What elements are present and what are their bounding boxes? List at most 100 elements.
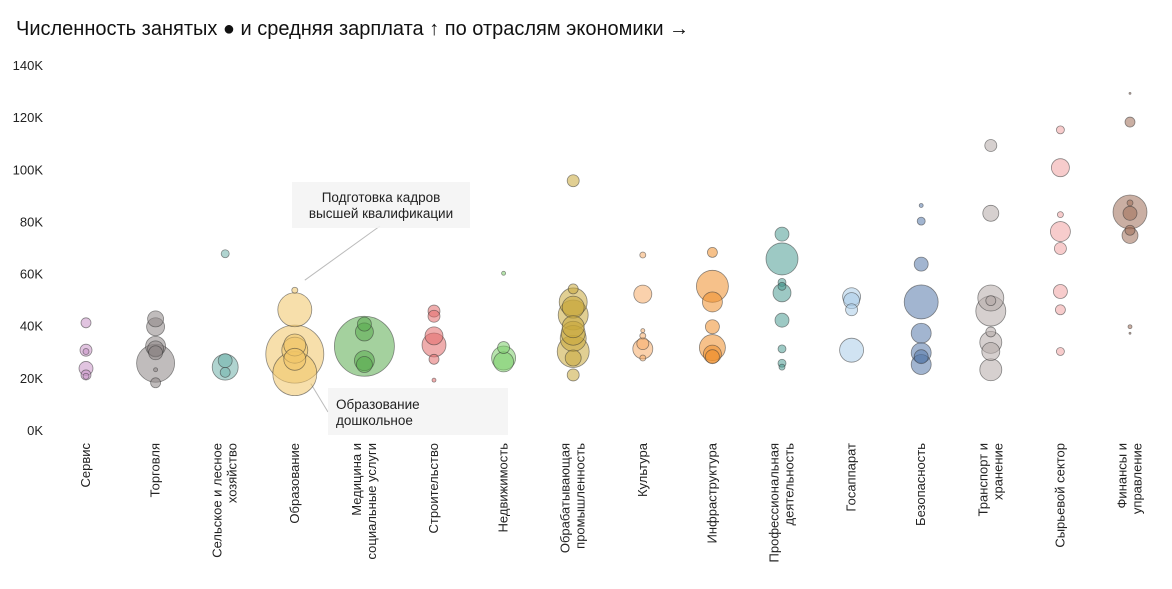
chart-title: Численность занятых ● и средняя зарплата… bbox=[16, 18, 690, 40]
bubble-point[interactable] bbox=[148, 345, 164, 361]
bubble-point[interactable] bbox=[153, 367, 159, 373]
bubble-point[interactable] bbox=[845, 303, 858, 317]
bubble-point[interactable] bbox=[774, 226, 790, 242]
bubble-point[interactable] bbox=[1055, 304, 1066, 316]
bubble-point[interactable] bbox=[1053, 284, 1068, 299]
bubble-point[interactable] bbox=[147, 310, 165, 328]
bubble-point[interactable] bbox=[1050, 221, 1071, 242]
bubble-point[interactable] bbox=[982, 204, 1000, 222]
bubble-point[interactable] bbox=[501, 270, 507, 276]
x-category-label-line: хранение bbox=[990, 443, 1005, 500]
bubble-point[interactable] bbox=[640, 328, 646, 334]
bubble-point[interactable] bbox=[702, 291, 723, 313]
x-category-label-line: Недвижимость bbox=[496, 443, 511, 533]
bubble-point[interactable] bbox=[1128, 91, 1132, 95]
bubble-point[interactable] bbox=[979, 358, 1003, 382]
bubble-point[interactable] bbox=[777, 281, 787, 291]
x-category-label: Образование bbox=[287, 443, 302, 524]
bubble-point[interactable] bbox=[567, 283, 579, 295]
bubble-point[interactable] bbox=[1056, 125, 1065, 135]
x-category-label-line: Торговля bbox=[148, 443, 163, 497]
bubble-point[interactable] bbox=[1126, 199, 1134, 207]
x-category-label-line: деятельность bbox=[782, 443, 797, 526]
bubble-point[interactable] bbox=[777, 344, 787, 354]
bubble-point[interactable] bbox=[561, 295, 585, 319]
bubble-point[interactable] bbox=[981, 342, 1001, 361]
bubble-point[interactable] bbox=[283, 347, 307, 371]
bubble-point[interactable] bbox=[150, 377, 162, 389]
annotations: Подготовка кадров высшей квалификации Обра… bbox=[292, 182, 508, 435]
bubble-point[interactable] bbox=[774, 312, 790, 328]
bubble-point[interactable] bbox=[1127, 324, 1133, 330]
bubble-point[interactable] bbox=[636, 337, 650, 351]
x-category-label: Сельское и лесноехозяйство bbox=[210, 443, 240, 558]
bubble-point[interactable] bbox=[778, 363, 786, 371]
bubble-point[interactable] bbox=[910, 322, 932, 344]
x-category-label-line: управление bbox=[1130, 443, 1145, 514]
bubble-point[interactable] bbox=[985, 326, 997, 338]
bubble-point[interactable] bbox=[1124, 116, 1136, 128]
y-tick-label: 80K bbox=[20, 214, 43, 229]
bubble-point[interactable] bbox=[639, 354, 647, 362]
x-category-label: Транспорт ихранение bbox=[975, 443, 1005, 516]
x-category-label: Профессиональнаядеятельность bbox=[767, 443, 797, 563]
bubble-point[interactable] bbox=[633, 284, 653, 304]
x-category-label-line: социальные услуги bbox=[364, 443, 379, 559]
x-category-label-line: Транспорт и bbox=[975, 443, 990, 516]
bubble-point[interactable] bbox=[1057, 211, 1064, 219]
annotation-text-line: Подготовка кадров bbox=[322, 190, 441, 205]
bubble-point[interactable] bbox=[356, 316, 372, 332]
x-category-label: Строительство bbox=[426, 443, 441, 533]
x-category-label: Торговля bbox=[148, 443, 163, 497]
bubble-point[interactable] bbox=[497, 341, 511, 354]
x-category-label: Госаппарат bbox=[844, 443, 859, 512]
bubble-point[interactable] bbox=[566, 368, 580, 382]
bubble-point[interactable] bbox=[82, 348, 90, 355]
bubble-point[interactable] bbox=[639, 332, 647, 340]
bubble-point[interactable] bbox=[220, 249, 230, 259]
bubble-point[interactable] bbox=[493, 351, 515, 373]
bubble-point[interactable] bbox=[765, 242, 799, 276]
bubble-point[interactable] bbox=[566, 174, 580, 188]
bubble-point[interactable] bbox=[355, 356, 373, 373]
bubble-point[interactable] bbox=[1122, 205, 1138, 221]
y-tick-label: 60K bbox=[20, 267, 43, 282]
bubble-point[interactable] bbox=[431, 377, 437, 383]
x-category-label-line: Госаппарат bbox=[844, 443, 859, 512]
bubble-point[interactable] bbox=[564, 349, 582, 367]
bubble-point[interactable] bbox=[217, 353, 233, 369]
bubble-point[interactable] bbox=[1056, 347, 1065, 356]
bubble-point[interactable] bbox=[913, 256, 929, 272]
x-category-label: Недвижимость bbox=[496, 443, 511, 533]
annotation-leader-line bbox=[304, 225, 381, 281]
bubble-point[interactable] bbox=[1124, 224, 1136, 236]
bubble-point[interactable] bbox=[333, 315, 395, 377]
bubble-point[interactable] bbox=[916, 216, 926, 226]
x-category-label-line: Профессиональная bbox=[767, 443, 782, 562]
bubble-point[interactable] bbox=[639, 251, 647, 259]
bubble-point[interactable] bbox=[277, 292, 313, 328]
annotation-box bbox=[328, 388, 508, 435]
y-tick-label: 100K bbox=[13, 162, 44, 177]
bubble-point[interactable] bbox=[984, 139, 998, 152]
bubble-point[interactable] bbox=[707, 247, 718, 258]
bubble-point[interactable] bbox=[1128, 331, 1132, 335]
x-axis: Сервис Торговля Сельское и лесноехозяйство… bbox=[78, 442, 1145, 562]
bubble-point[interactable] bbox=[918, 203, 924, 208]
bubble-point[interactable] bbox=[705, 319, 720, 335]
bubble-point[interactable] bbox=[903, 284, 939, 320]
bubble-point[interactable] bbox=[705, 349, 720, 365]
bubble-point[interactable] bbox=[839, 337, 864, 363]
bubble-point[interactable] bbox=[561, 315, 585, 339]
bubble-point[interactable] bbox=[424, 326, 444, 346]
bubble-point[interactable] bbox=[1054, 242, 1067, 255]
bubble-point[interactable] bbox=[219, 366, 231, 378]
bubble-point[interactable] bbox=[913, 349, 929, 365]
bubble-point[interactable] bbox=[291, 286, 299, 294]
bubble-point[interactable] bbox=[985, 295, 997, 307]
bubble-point[interactable] bbox=[1051, 158, 1070, 178]
bubble-point[interactable] bbox=[427, 309, 441, 323]
bubble-point[interactable] bbox=[428, 353, 440, 365]
bubble-point[interactable] bbox=[82, 372, 90, 380]
bubble-point[interactable] bbox=[80, 317, 92, 329]
